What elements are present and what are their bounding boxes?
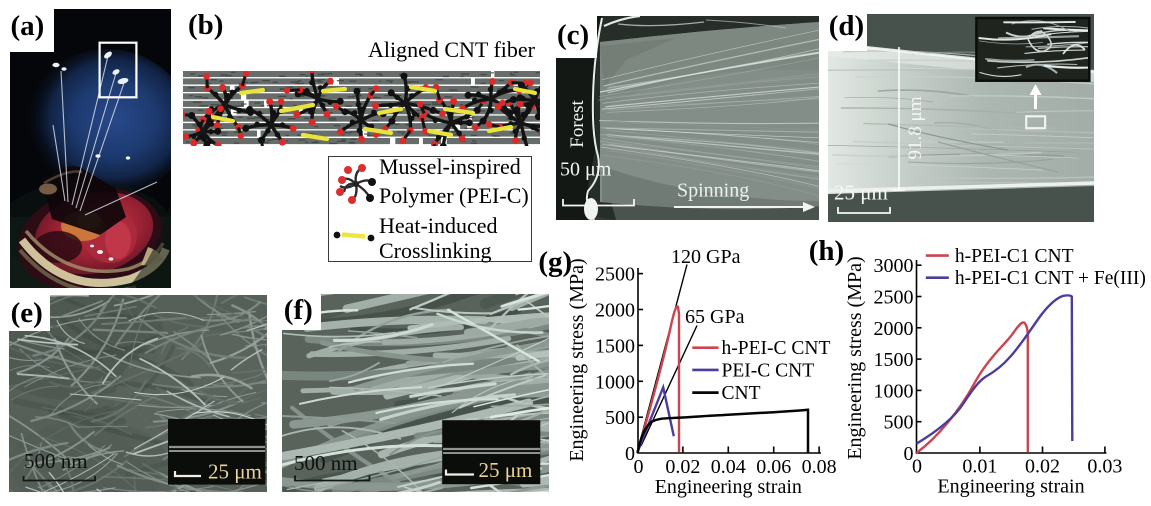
svg-text:2500: 2500 xyxy=(595,264,635,286)
svg-text:Engineering strain: Engineering strain xyxy=(655,476,802,498)
svg-text:Engineering stress (MPa): Engineering stress (MPa) xyxy=(844,256,866,459)
svg-text:0: 0 xyxy=(625,443,635,465)
svg-text:0: 0 xyxy=(634,456,644,478)
svg-text:65 GPa: 65 GPa xyxy=(685,306,745,328)
svg-text:CNT: CNT xyxy=(722,383,761,404)
svg-text:1500: 1500 xyxy=(874,349,914,371)
svg-text:0.02: 0.02 xyxy=(665,456,700,478)
svg-text:0.02: 0.02 xyxy=(1025,456,1060,478)
svg-text:h-PEI-C CNT: h-PEI-C CNT xyxy=(722,338,831,359)
svg-text:1500: 1500 xyxy=(595,335,635,357)
svg-text:3000: 3000 xyxy=(874,255,914,277)
svg-text:50 μm: 50 μm xyxy=(560,159,612,181)
svg-text:0.01: 0.01 xyxy=(962,456,997,478)
svg-text:25 μm: 25 μm xyxy=(834,181,888,205)
svg-text:Engineering stress (MPa): Engineering stress (MPa) xyxy=(566,258,588,461)
svg-text:91.8 μm: 91.8 μm xyxy=(905,96,926,159)
svg-text:0: 0 xyxy=(904,443,914,465)
svg-text:120 GPa: 120 GPa xyxy=(671,246,741,268)
svg-text:h-PEI-C1 CNT: h-PEI-C1 CNT xyxy=(955,246,1074,267)
svg-text:2000: 2000 xyxy=(874,318,914,340)
svg-text:500: 500 xyxy=(884,412,914,434)
svg-text:500 nm: 500 nm xyxy=(294,451,358,475)
svg-text:25 μm: 25 μm xyxy=(208,460,262,484)
svg-text:Engineering strain: Engineering strain xyxy=(937,476,1084,498)
svg-text:25 μm: 25 μm xyxy=(479,458,533,482)
svg-text:1000: 1000 xyxy=(874,380,914,402)
svg-text:Forest: Forest xyxy=(567,100,588,148)
svg-text:2000: 2000 xyxy=(595,300,635,322)
svg-text:1000: 1000 xyxy=(595,371,635,393)
svg-text:Spinning: Spinning xyxy=(677,180,749,202)
svg-text:0.03: 0.03 xyxy=(1087,456,1122,478)
svg-text:0.08: 0.08 xyxy=(802,456,837,478)
svg-text:0: 0 xyxy=(912,456,922,478)
svg-text:PEI-C CNT: PEI-C CNT xyxy=(722,360,815,381)
svg-text:500 nm: 500 nm xyxy=(24,449,88,473)
svg-text:0.04: 0.04 xyxy=(711,456,746,478)
svg-text:0.06: 0.06 xyxy=(756,456,791,478)
svg-text:2500: 2500 xyxy=(874,287,914,309)
svg-text:h-PEI-C1 CNT + Fe(III): h-PEI-C1 CNT + Fe(III) xyxy=(955,268,1146,289)
svg-text:500: 500 xyxy=(605,407,635,429)
